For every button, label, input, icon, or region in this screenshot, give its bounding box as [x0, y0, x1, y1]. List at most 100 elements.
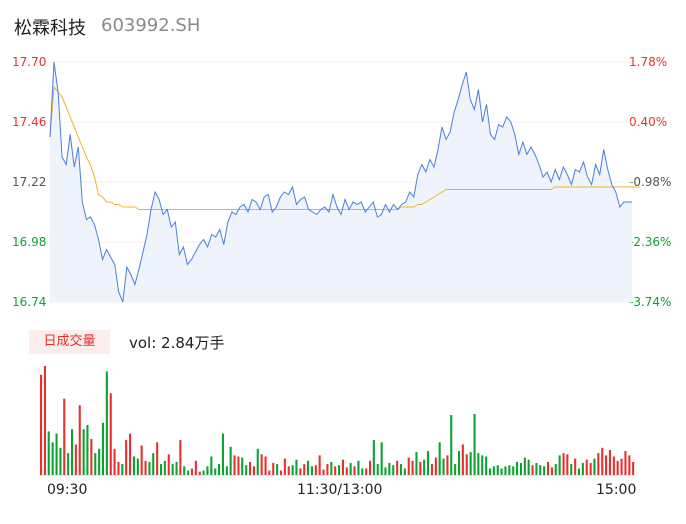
y-tick-right-5: -3.74% — [629, 295, 672, 309]
volume-bar — [442, 458, 445, 475]
volume-bar — [430, 464, 433, 475]
volume-bar — [608, 449, 611, 475]
volume-bar — [550, 467, 553, 475]
volume-bar — [63, 398, 66, 475]
y-tick-right-1: 1.78% — [629, 55, 668, 69]
volume-bar — [434, 457, 437, 475]
volume-bar — [249, 461, 252, 475]
volume-bar — [438, 442, 441, 475]
volume-bar — [632, 461, 635, 475]
volume-bar — [338, 465, 341, 475]
volume-bar — [94, 453, 97, 475]
volume-bar — [365, 468, 368, 475]
volume-bar — [500, 468, 503, 475]
volume-bar — [59, 447, 62, 476]
volume-bar — [616, 460, 619, 475]
volume-bar — [179, 440, 182, 475]
volume-bar — [256, 448, 259, 475]
x-tick-midday: 11:30/13:00 — [297, 482, 383, 498]
volume-bar — [407, 457, 410, 475]
volume-chart — [40, 366, 636, 476]
volume-bar — [113, 448, 116, 475]
volume-bar — [144, 460, 147, 475]
volume-bar — [101, 422, 104, 475]
volume-tab[interactable]: 日成交量 — [29, 330, 110, 354]
volume-bar — [194, 460, 197, 475]
volume-bar — [628, 455, 631, 475]
volume-bar — [450, 415, 453, 476]
volume-bar — [581, 463, 584, 475]
volume-bar — [109, 393, 112, 476]
volume-bar — [492, 466, 495, 475]
volume-bar — [461, 444, 464, 475]
volume-bar — [225, 466, 228, 475]
y-tick-right-3: -0.98% — [629, 175, 672, 189]
volume-readout: vol: 2.84万手 — [129, 334, 225, 352]
x-tick-close: 15:00 — [596, 482, 637, 498]
volume-bar — [543, 466, 546, 475]
volume-bar — [43, 366, 46, 475]
volume-bar — [252, 466, 255, 475]
volume-bar — [612, 456, 615, 475]
volume-bar — [82, 429, 85, 475]
volume-bar — [129, 433, 132, 475]
volume-bar — [299, 468, 302, 475]
volume-bar — [593, 458, 596, 475]
volume-bar — [210, 456, 213, 475]
volume-bar — [411, 460, 414, 475]
volume-bar — [171, 464, 174, 475]
volume-bar — [535, 463, 538, 475]
volume-bar — [469, 452, 472, 475]
volume-bar — [132, 456, 135, 475]
volume-bar — [512, 466, 515, 475]
volume-bar — [55, 433, 58, 475]
volume-bar — [233, 455, 236, 475]
volume-bar — [175, 461, 178, 475]
volume-bar — [345, 467, 348, 475]
volume-bar — [318, 455, 321, 475]
volume-bar — [357, 460, 360, 475]
volume-bar — [523, 457, 526, 475]
volume-bar — [140, 445, 143, 475]
volume-bar — [504, 466, 507, 475]
volume-bar — [295, 459, 298, 475]
volume-bar — [78, 405, 81, 475]
avg-price-line — [49, 85, 641, 210]
volume-bar — [597, 453, 600, 475]
volume-bar — [334, 466, 337, 475]
volume-bar — [71, 429, 74, 475]
volume-bar — [307, 460, 310, 475]
volume-bar — [314, 465, 317, 475]
volume-bar — [264, 456, 267, 475]
volume-bar — [326, 464, 329, 475]
volume-bar — [554, 464, 557, 475]
volume-bar — [206, 466, 209, 475]
volume-bar — [105, 371, 108, 475]
volume-bar — [388, 463, 391, 475]
volume-bar — [202, 470, 205, 475]
volume-bar — [516, 461, 519, 475]
volume-bar — [562, 453, 565, 475]
volume-bar — [415, 452, 418, 475]
volume-bar — [519, 463, 522, 475]
volume-bar — [376, 464, 379, 475]
volume-bar — [291, 465, 294, 475]
volume-bar — [167, 454, 170, 475]
volume-bar — [322, 469, 325, 476]
stock-name: 松霖科技 — [14, 18, 86, 39]
y-tick-left-3: 17.22 — [12, 175, 47, 189]
volume-bar — [74, 444, 77, 475]
y-tick-left-4: 16.98 — [12, 235, 47, 249]
volume-bar — [152, 453, 155, 475]
volume-bar — [218, 464, 221, 475]
volume-bar — [341, 459, 344, 475]
volume-bar — [427, 451, 430, 475]
volume-bar — [508, 465, 511, 475]
volume-bar — [98, 448, 101, 475]
volume-bar — [353, 466, 356, 475]
volume-bar — [287, 466, 290, 475]
volume-bar — [465, 454, 468, 475]
volume-bar — [245, 465, 248, 475]
volume-bar — [477, 453, 480, 475]
